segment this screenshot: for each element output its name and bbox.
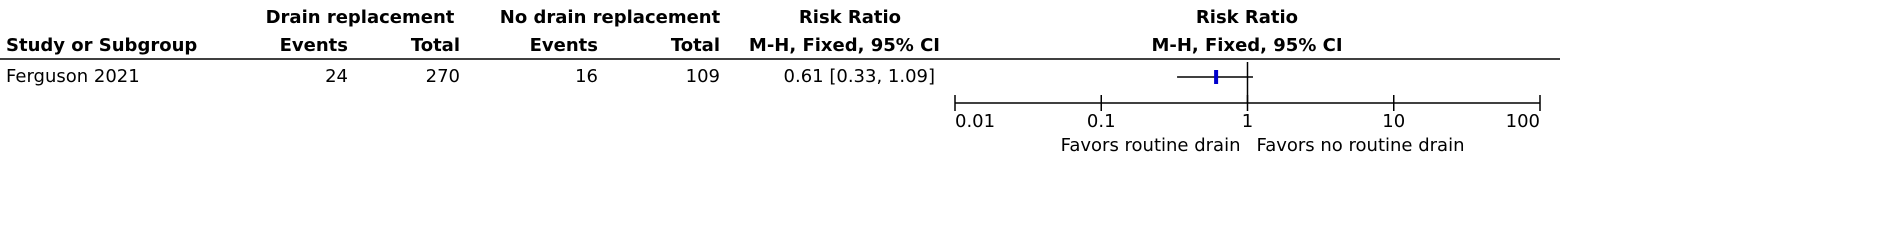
cell: 109 xyxy=(686,66,720,87)
x-tick-label: 1 xyxy=(1242,111,1253,132)
cell: Ferguson 2021 xyxy=(6,66,140,87)
x-tick-label: 100 xyxy=(1506,111,1540,132)
favors-right: Favors no routine drain xyxy=(1257,135,1465,156)
cell: 16 xyxy=(575,66,598,87)
cell: 0.61 [0.33, 1.09] xyxy=(784,66,935,87)
column-header: M-H, Fixed, 95% CI xyxy=(749,35,940,56)
x-tick-label: 0.01 xyxy=(955,111,995,132)
column-header: M-H, Fixed, 95% CI xyxy=(1151,35,1342,56)
column-header: Total xyxy=(411,35,460,56)
header-group: Risk Ratio xyxy=(799,7,901,28)
column-header: Events xyxy=(530,35,598,56)
header-group: No drain replacement xyxy=(500,7,721,28)
favors-left: Favors routine drain xyxy=(1061,135,1241,156)
column-header: Events xyxy=(280,35,348,56)
column-header: Total xyxy=(671,35,720,56)
forest-plot: Drain replacement No drain replacement Ris… xyxy=(0,7,1560,156)
header-group: Risk Ratio xyxy=(1196,7,1298,28)
cell: 270 xyxy=(426,66,460,87)
x-tick-label: 0.1 xyxy=(1087,111,1116,132)
cell: 24 xyxy=(325,66,348,87)
header-group: Drain replacement xyxy=(266,7,455,28)
x-tick-label: 10 xyxy=(1382,111,1405,132)
point-estimate xyxy=(1214,70,1219,84)
column-header: Study or Subgroup xyxy=(6,35,197,56)
